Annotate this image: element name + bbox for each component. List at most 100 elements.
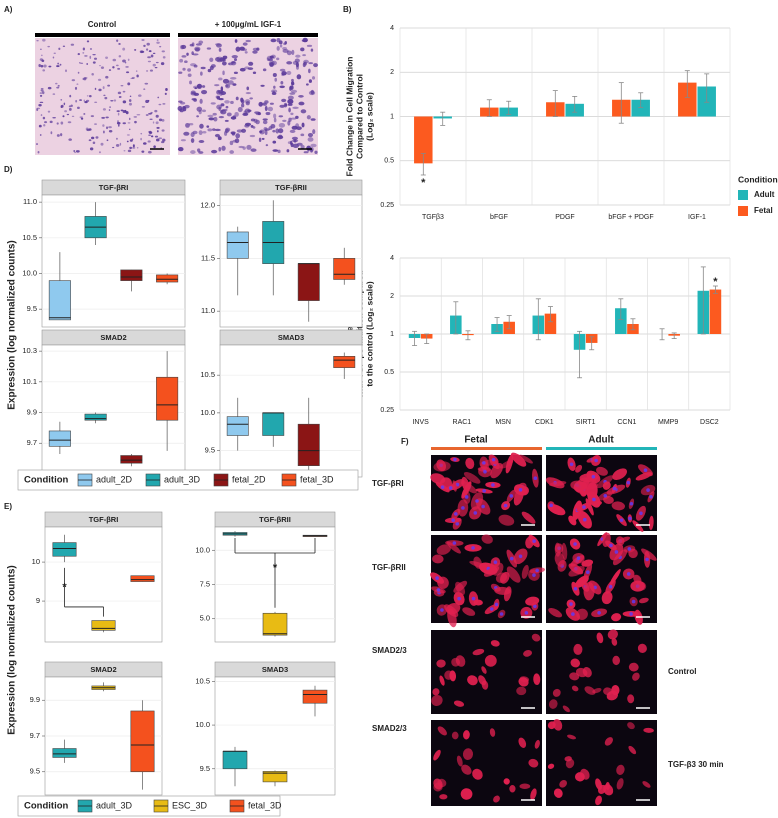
cell: [122, 59, 126, 63]
cell: [161, 129, 165, 132]
cell: [136, 146, 139, 149]
nucleus: [645, 557, 649, 562]
cell: [35, 143, 39, 145]
cell: [225, 83, 231, 89]
cell: [211, 149, 218, 154]
nucleus: [481, 504, 485, 509]
cell: [102, 130, 105, 134]
cell: [281, 73, 286, 76]
box: [48, 430, 71, 447]
cell: [134, 120, 137, 124]
cell: [155, 114, 159, 118]
cell: [105, 75, 109, 79]
panel-label: E): [4, 502, 12, 511]
panel-label: F): [401, 437, 409, 446]
cell: [200, 66, 206, 70]
y-tick-label: 9.9: [27, 408, 37, 417]
facet-title: SMAD2: [90, 665, 116, 674]
cell: [83, 99, 86, 102]
cell: [272, 149, 279, 152]
cell: [308, 68, 311, 74]
cell: [547, 763, 555, 769]
cell: [75, 150, 80, 153]
box: [120, 269, 143, 281]
cell: [64, 110, 68, 113]
cell: [298, 94, 304, 98]
cell: [36, 107, 41, 110]
cell: [307, 132, 314, 138]
cell: [128, 99, 132, 102]
cell: [246, 86, 250, 91]
cell: [68, 107, 72, 111]
cell: [523, 649, 532, 657]
cell: [147, 56, 151, 59]
cell: [214, 84, 220, 87]
nucleus: [603, 494, 608, 498]
cell: [92, 61, 96, 64]
cell: [133, 116, 138, 118]
cell: [188, 122, 194, 126]
cell: [218, 146, 222, 152]
cell: [116, 39, 119, 42]
cell: [432, 688, 440, 696]
cell: [246, 144, 252, 150]
cell: [216, 104, 222, 110]
legend-title: Condition: [24, 801, 69, 812]
cell: [189, 43, 194, 47]
cell: [584, 686, 596, 695]
cell: [506, 566, 521, 583]
cell: [571, 685, 579, 692]
cell: [193, 85, 200, 89]
y-tick-label: 0.5: [384, 369, 394, 376]
cell: [233, 71, 238, 75]
cell: [276, 45, 280, 51]
y-tick-label: 11.5: [201, 253, 215, 262]
cell: [269, 55, 274, 59]
cell: [503, 778, 510, 785]
cell: [102, 124, 105, 127]
box: [333, 258, 356, 280]
cell: [549, 481, 567, 487]
cell: [128, 117, 131, 121]
cell: [65, 69, 67, 73]
box: [297, 423, 320, 466]
nucleus: [493, 560, 498, 564]
cell: [39, 92, 43, 94]
cell: [296, 74, 302, 80]
cell: [60, 133, 63, 137]
nucleus: [518, 554, 523, 559]
nucleus: [453, 457, 457, 462]
cell: [156, 126, 160, 129]
cell: [199, 123, 204, 129]
cell: [149, 118, 153, 120]
box: [156, 274, 179, 283]
cell: [201, 85, 206, 88]
cell: [126, 140, 129, 143]
cell: [271, 92, 277, 95]
cell: [179, 58, 184, 63]
cell: [641, 548, 657, 561]
y-tick-label: 5.0: [200, 614, 210, 623]
cell: [199, 98, 203, 104]
cell: [573, 643, 583, 655]
cell: [604, 737, 613, 746]
y-tick-label: 1: [390, 331, 394, 338]
cell: [451, 731, 459, 740]
cell: [226, 112, 232, 117]
cell: [267, 106, 274, 112]
cell: [300, 144, 305, 149]
cell: [149, 130, 152, 134]
cell: [42, 116, 46, 120]
cell: [462, 607, 476, 616]
cell: [68, 138, 72, 141]
cell: [52, 56, 55, 59]
cell: [208, 117, 215, 121]
cell: [570, 658, 581, 668]
cell: [102, 86, 105, 90]
cell: [295, 54, 301, 58]
cell: [38, 104, 42, 107]
cell: [127, 58, 130, 61]
cell: [70, 104, 73, 108]
cell: [559, 779, 567, 788]
cell: [552, 719, 563, 731]
